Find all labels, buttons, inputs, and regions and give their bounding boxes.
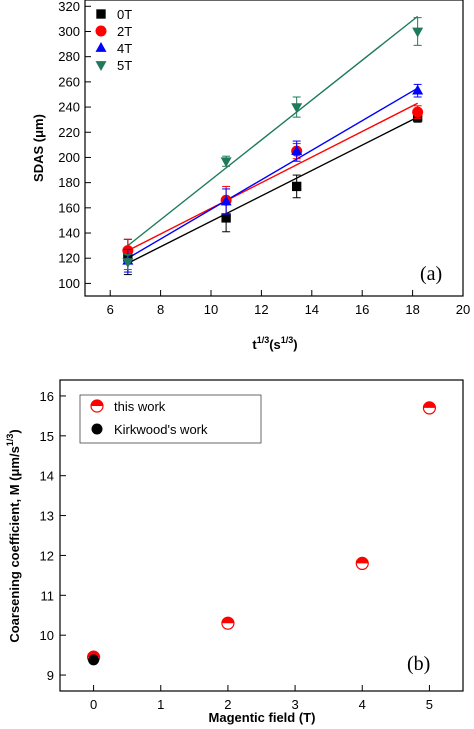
panel-b-ylabel-close: ) bbox=[7, 429, 22, 433]
y-tick-label: 300 bbox=[58, 24, 80, 39]
panel-a-label: (a) bbox=[420, 263, 442, 285]
x-tick-label: 0 bbox=[90, 697, 97, 712]
panel-a: 6 8 10 12 14 16 18 20 100 120 140 160 180 200 220 240 2… bbox=[31, 0, 470, 352]
legend-marker-0t bbox=[96, 9, 106, 19]
fit-line-4t bbox=[127, 87, 418, 259]
panel-a-xlabel-sup: 1/3 bbox=[257, 335, 270, 345]
legend-marker-5t bbox=[95, 61, 107, 72]
legend-label-0t: 0T bbox=[117, 7, 132, 22]
point-this-work-top-half bbox=[423, 401, 436, 408]
legend-box bbox=[79, 394, 262, 444]
y-tick-label: 9 bbox=[47, 668, 54, 683]
x-tick-label: 10 bbox=[204, 302, 218, 317]
x-tick-label: 16 bbox=[355, 302, 369, 317]
panel-b-y-ticks: 9 10 11 12 13 14 15 16 bbox=[40, 389, 66, 683]
legend-label-2t: 2T bbox=[117, 24, 132, 39]
panel-a-frame bbox=[84, 0, 464, 297]
panel-a-x-ticks: 6 8 10 12 14 16 18 20 bbox=[107, 290, 470, 317]
legend-marker-4t bbox=[95, 41, 107, 52]
y-tick-label: 140 bbox=[58, 226, 80, 241]
panel-a-xlabel-unit: (s bbox=[269, 337, 281, 352]
panel-a-xlabel: t1/3(s1/3) bbox=[252, 335, 297, 352]
x-tick-label: 14 bbox=[305, 302, 319, 317]
point-2t bbox=[412, 106, 424, 118]
panel-a-legend: 0T 2T 4T 5T bbox=[95, 7, 132, 73]
point-this-work-top-half bbox=[356, 557, 369, 564]
fit-line-2t bbox=[127, 102, 418, 252]
legend-marker-kirkwood-s-work bbox=[91, 423, 103, 435]
point-kirkwood-s-work bbox=[88, 654, 100, 666]
point-5t bbox=[122, 258, 134, 269]
panel-a-y-ticks: 100 120 140 160 180 200 220 240 260 280 300 320 bbox=[58, 0, 91, 291]
point-0t bbox=[221, 213, 231, 223]
y-tick-label: 13 bbox=[40, 509, 54, 524]
y-tick-label: 240 bbox=[58, 100, 80, 115]
point-5t bbox=[412, 27, 424, 38]
panel-b-ylabel: Coarsening coefficient, M (μm/s1/3) bbox=[5, 429, 22, 642]
point-5t bbox=[291, 103, 303, 114]
x-tick-label: 20 bbox=[456, 302, 470, 317]
y-tick-label: 260 bbox=[58, 74, 80, 89]
y-tick-label: 100 bbox=[58, 276, 80, 291]
y-tick-label: 10 bbox=[40, 628, 54, 643]
y-tick-label: 12 bbox=[40, 548, 54, 563]
point-this-work bbox=[422, 401, 437, 415]
legend-marker-this-work bbox=[90, 399, 104, 413]
legend-label-4t: 4T bbox=[117, 41, 132, 56]
y-tick-label: 160 bbox=[58, 200, 80, 215]
point-4t bbox=[412, 84, 424, 95]
panel-b-legend: this work Kirkwood's work bbox=[79, 394, 262, 444]
point-this-work-top-half bbox=[221, 617, 234, 624]
y-tick-label: 180 bbox=[58, 175, 80, 190]
fit-line-0t bbox=[127, 116, 418, 264]
panel-a-xlabel-t: t bbox=[252, 337, 257, 352]
point-0t bbox=[292, 181, 302, 192]
x-tick-label: 18 bbox=[405, 302, 419, 317]
panel-a-xlabel-close: ) bbox=[293, 337, 297, 352]
point-4t bbox=[291, 145, 303, 155]
x-tick-label: 5 bbox=[426, 697, 433, 712]
panel-b-label: (b) bbox=[407, 653, 430, 675]
panel-b-ylabel-sup: 1/3 bbox=[5, 434, 15, 447]
legend-label-5t: 5T bbox=[117, 58, 132, 73]
point-5t bbox=[220, 157, 232, 168]
legend-label-this-work: this work bbox=[114, 399, 166, 414]
panel-b-ylabel-main: Coarsening coefficient, M (μm/s bbox=[7, 446, 22, 643]
y-tick-label: 11 bbox=[41, 588, 55, 603]
panel-b-xlabel: Magentic field (T) bbox=[209, 710, 316, 725]
panel-a-ylabel: SDAS (μm) bbox=[31, 114, 46, 182]
y-tick-label: 16 bbox=[40, 389, 54, 404]
y-tick-label: 220 bbox=[58, 125, 80, 140]
y-tick-label: 120 bbox=[58, 251, 80, 266]
x-tick-label: 8 bbox=[157, 302, 164, 317]
y-tick-label: 14 bbox=[40, 469, 54, 484]
panel-a-fit-lines bbox=[127, 15, 419, 264]
y-tick-label: 15 bbox=[40, 429, 54, 444]
legend-label-kirkwood-s-work: Kirkwood's work bbox=[114, 422, 208, 437]
panel-b-points bbox=[86, 401, 437, 666]
x-tick-label: 12 bbox=[254, 302, 268, 317]
fit-line-5t bbox=[127, 15, 419, 247]
point-this-work bbox=[355, 556, 369, 571]
point-4t bbox=[220, 195, 232, 206]
legend-marker-this-work-top-half bbox=[91, 400, 103, 406]
panel-b-x-ticks: 0 1 2 3 4 5 bbox=[90, 685, 433, 712]
panel-b-frame bbox=[59, 379, 464, 692]
x-tick-label: 2 bbox=[224, 697, 231, 712]
x-tick-label: 4 bbox=[359, 697, 366, 712]
y-tick-label: 280 bbox=[58, 49, 80, 64]
y-tick-label: 200 bbox=[58, 150, 80, 165]
x-tick-label: 6 bbox=[107, 302, 114, 317]
x-tick-label: 1 bbox=[157, 697, 164, 712]
legend-marker-2t bbox=[95, 25, 107, 37]
x-tick-label: 3 bbox=[291, 697, 298, 712]
y-tick-label: 320 bbox=[58, 0, 80, 14]
panel-a-xlabel-unit-sup: 1/3 bbox=[281, 335, 294, 345]
panel-a-points bbox=[122, 17, 424, 276]
point-this-work bbox=[221, 616, 235, 630]
